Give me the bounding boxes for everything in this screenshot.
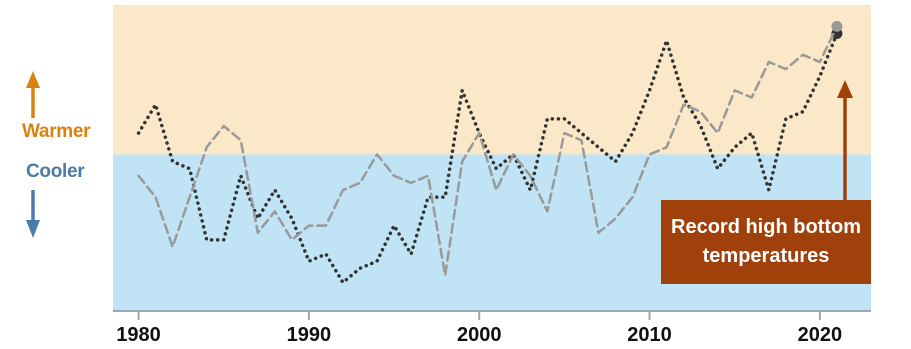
warmer-arrow-head [26, 71, 40, 88]
x-tick-label-2010: 2010 [627, 324, 672, 346]
x-tick-label-1980: 1980 [116, 324, 161, 346]
series-dotted-line [136, 31, 839, 285]
series-dashed-line [137, 25, 839, 277]
warm-band [113, 5, 871, 155]
x-tick-label-2020: 2020 [798, 324, 843, 346]
record-callout-box: Record high bottom temperatures [661, 200, 871, 284]
x-tick-label-2000: 2000 [457, 324, 502, 346]
series-dashed-end-point [831, 20, 843, 32]
callout-line-2: temperatures [702, 245, 830, 267]
x-tick-label-1990: 1990 [287, 324, 332, 346]
callout-arrow-head [837, 80, 853, 98]
warmer-label: Warmer [22, 121, 91, 142]
cooler-label: Cooler [26, 161, 85, 182]
cooler-arrow-head [26, 220, 40, 238]
callout-line-1: Record high bottom [671, 216, 861, 238]
